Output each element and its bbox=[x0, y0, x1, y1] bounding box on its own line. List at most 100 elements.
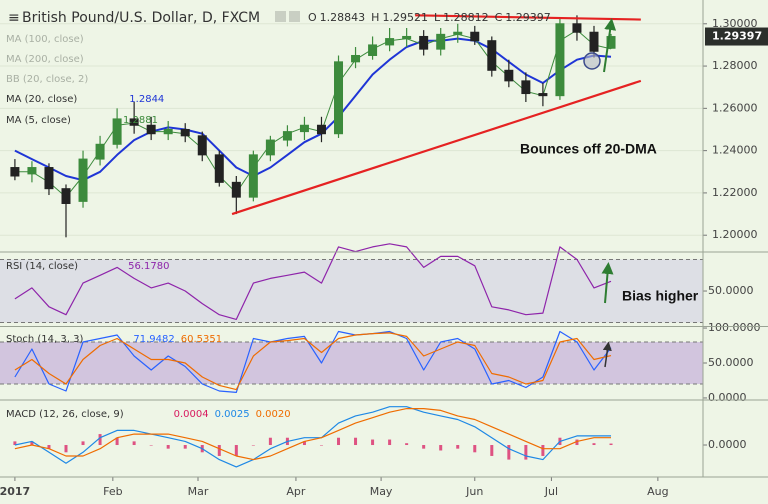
study-value: 1.2844 bbox=[129, 94, 164, 105]
indicator-value: 0.0025 bbox=[215, 409, 250, 420]
histogram-bar bbox=[354, 437, 358, 446]
indicator-line bbox=[14, 243, 612, 320]
ohlc-legend: O 1.28843 H 1.29521 L 1.28812 C 1.29397 bbox=[308, 11, 551, 24]
candle-body bbox=[282, 131, 292, 141]
indicator-value: 56.1780 bbox=[128, 261, 169, 272]
candle-body bbox=[572, 23, 582, 33]
candle-body bbox=[555, 23, 565, 97]
x-tick-label: Aug bbox=[647, 485, 668, 498]
candle-body bbox=[419, 35, 429, 50]
y-tick-label: 0.0000 bbox=[708, 391, 747, 404]
y-tick-label: 100.0000 bbox=[708, 321, 761, 334]
header-icon[interactable] bbox=[289, 11, 300, 22]
y-tick-label: 0.0000 bbox=[708, 438, 747, 451]
candle-body bbox=[10, 167, 20, 177]
y-tick-label: 1.24000 bbox=[712, 144, 758, 157]
ohlc-value: 1.29397 bbox=[505, 11, 551, 24]
candle-body bbox=[316, 124, 326, 135]
histogram-bar bbox=[592, 443, 596, 446]
ohlc-value: 1.28843 bbox=[320, 11, 366, 24]
annotation: Bounces off 20-DMA bbox=[520, 141, 657, 157]
candle-body bbox=[95, 143, 105, 160]
arrow bbox=[603, 18, 617, 73]
study-value: 1.2881 bbox=[123, 115, 158, 126]
histogram-bar bbox=[183, 445, 187, 449]
histogram-bar bbox=[456, 445, 460, 449]
menu-icon[interactable]: ≡ bbox=[8, 10, 20, 26]
histogram-bar bbox=[388, 439, 392, 446]
indicator-value: 0.0020 bbox=[256, 409, 291, 420]
histogram-bar bbox=[47, 445, 51, 449]
ohlc-value: 1.28812 bbox=[443, 11, 489, 24]
y-tick-label: 50.0000 bbox=[708, 284, 754, 297]
histogram-bar bbox=[251, 445, 255, 446]
histogram-bar bbox=[166, 445, 170, 449]
indicator-legend: RSI (14, close) bbox=[6, 261, 78, 272]
candle-body bbox=[470, 31, 480, 42]
histogram-bar bbox=[609, 443, 613, 446]
candle-body bbox=[504, 69, 514, 82]
candle-body bbox=[334, 61, 344, 135]
trendline bbox=[415, 14, 641, 21]
candle-body bbox=[436, 33, 446, 50]
candle-body bbox=[214, 154, 224, 183]
candle-body bbox=[589, 31, 599, 52]
x-tick-label: Feb bbox=[103, 485, 122, 498]
histogram-bar bbox=[268, 437, 272, 446]
candle-body bbox=[180, 128, 190, 137]
histogram-bar bbox=[319, 445, 323, 446]
indicator-legend: Stoch (14, 3, 3) bbox=[6, 334, 83, 345]
indicator-value: 71.9482 bbox=[133, 334, 174, 345]
band bbox=[0, 342, 703, 384]
layers: 1.20000 1.22000 1.24000 1.26000 1.28000 1.300… bbox=[0, 14, 768, 498]
histogram-bar bbox=[371, 439, 375, 446]
y-tick-label: 1.20000 bbox=[712, 228, 758, 241]
histogram-bar bbox=[490, 445, 494, 456]
histogram-bar bbox=[473, 445, 477, 453]
ohlc-key: C bbox=[495, 11, 503, 24]
candle-body bbox=[78, 158, 88, 202]
arrow bbox=[602, 341, 612, 368]
candle-body bbox=[402, 35, 412, 40]
histogram-bar bbox=[234, 445, 238, 456]
indicator-value: 0.0004 bbox=[174, 409, 209, 420]
candle-body bbox=[248, 154, 258, 198]
header-icon[interactable] bbox=[275, 11, 286, 22]
last-price-label: 1.29397 bbox=[712, 30, 762, 43]
histogram-bar bbox=[115, 437, 119, 446]
arrow bbox=[601, 262, 614, 304]
candle-body bbox=[538, 93, 548, 97]
trendline bbox=[231, 79, 642, 216]
study-legend: MA (100, close) bbox=[6, 34, 84, 45]
histogram-bar bbox=[149, 445, 153, 446]
histogram-bar bbox=[132, 441, 136, 446]
candle-body bbox=[368, 44, 378, 56]
histogram-bar bbox=[98, 434, 102, 446]
indicator-legend: MACD (12, 26, close, 9) bbox=[6, 409, 124, 420]
ohlc-key: O bbox=[308, 11, 317, 24]
study-legend: MA (5, close) bbox=[6, 115, 71, 126]
candle-body bbox=[112, 118, 122, 145]
candle-body bbox=[265, 139, 275, 156]
candle-body bbox=[146, 124, 156, 135]
candle-body bbox=[197, 135, 207, 156]
x-tick-label: Apr bbox=[286, 485, 306, 498]
candle-body bbox=[487, 40, 497, 71]
x-tick-label: 2017 bbox=[0, 485, 30, 498]
histogram-bar bbox=[507, 445, 511, 460]
histogram-bar bbox=[217, 445, 221, 456]
candle-body bbox=[299, 124, 309, 133]
ohlc-key: H bbox=[371, 11, 379, 24]
last-price-box bbox=[705, 27, 768, 46]
indicator-line bbox=[14, 330, 612, 393]
x-tick-label: Jun bbox=[465, 485, 483, 498]
candle-body bbox=[61, 188, 71, 204]
y-tick-label: 1.30000 bbox=[712, 17, 758, 30]
chart-title: British Pound/U.S. Dollar, D, FXCM bbox=[22, 10, 260, 26]
histogram-bar bbox=[337, 437, 341, 446]
histogram-bar bbox=[541, 445, 545, 456]
histogram-bar bbox=[422, 445, 426, 449]
histogram-bar bbox=[64, 445, 68, 453]
candle-body bbox=[453, 31, 463, 35]
